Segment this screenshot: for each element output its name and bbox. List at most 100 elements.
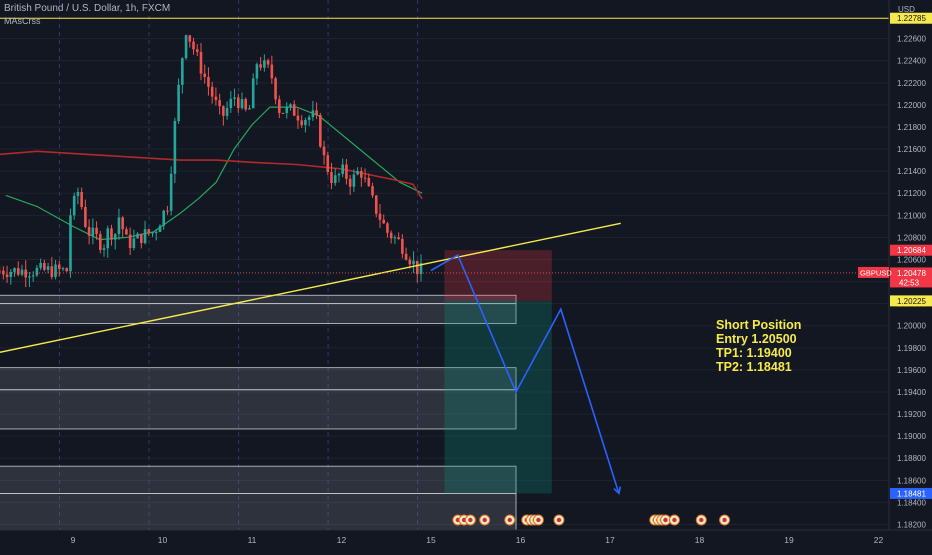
price-tick-label: 1.22000 <box>897 101 926 110</box>
candle-body <box>154 232 158 234</box>
economic-event-icon-center <box>482 517 487 523</box>
candle-body <box>173 121 177 174</box>
candle-body <box>102 248 106 250</box>
price-tick-label: 1.18400 <box>897 498 926 507</box>
candle-body <box>9 271 13 278</box>
economic-event-icon-center <box>536 517 541 523</box>
candle-body <box>397 237 400 239</box>
price-tick-label: 1.21200 <box>897 189 926 198</box>
candle-body <box>46 266 50 270</box>
candle-body <box>158 225 162 233</box>
price-tick-label: 1.18800 <box>897 454 926 463</box>
candle-body <box>307 117 311 120</box>
economic-event-icon-center <box>722 517 727 523</box>
symbol-title: British Pound / U.S. Dollar, 1h, FXCM <box>4 3 171 14</box>
candle-body <box>337 173 341 176</box>
candle-body <box>50 266 54 278</box>
candle-body <box>184 35 188 59</box>
candle-body <box>5 274 9 278</box>
price-label-text: 1.20684 <box>897 246 926 255</box>
time-tick-label: 19 <box>784 535 794 545</box>
price-tick-label: 1.19000 <box>897 432 926 441</box>
candle-body <box>177 84 180 122</box>
annotation-line-position: Short Position <box>716 318 802 332</box>
candle-body <box>348 178 352 187</box>
candle-body <box>169 173 173 211</box>
candle-body <box>210 86 214 97</box>
economic-event-icon-center <box>507 517 512 523</box>
price-label-text: 1.20478 <box>897 269 926 278</box>
candles <box>0 34 423 288</box>
zone-box[interactable] <box>0 303 517 324</box>
candle-body <box>244 99 248 110</box>
price-label-box <box>890 295 932 307</box>
ascending-trendline[interactable] <box>0 222 621 353</box>
price-tick-label: 1.22200 <box>897 79 926 88</box>
candle-body <box>401 238 404 254</box>
economic-event-icon-center <box>672 517 677 523</box>
zone-box[interactable] <box>0 367 517 391</box>
candle-body <box>199 51 203 74</box>
candle-body <box>76 191 80 196</box>
price-tick-label: 1.21600 <box>897 145 926 154</box>
candle-body <box>203 73 207 77</box>
candle-body <box>270 64 274 79</box>
zone-box[interactable] <box>0 389 517 430</box>
candle-body <box>378 213 382 220</box>
candle-body <box>412 260 415 265</box>
zone-box[interactable] <box>0 493 517 531</box>
candle-body <box>91 227 95 236</box>
price-tick-label: 1.22400 <box>897 57 926 66</box>
annotation-line-entry: Entry 1.20500 <box>716 332 797 346</box>
candle-body <box>192 41 195 50</box>
zone-box[interactable] <box>0 465 517 494</box>
candle-body <box>128 234 132 249</box>
candle-body <box>363 177 367 179</box>
candle-body <box>263 60 266 68</box>
candle-body <box>289 104 292 107</box>
candle-body <box>229 98 233 108</box>
price-label-text: 1.18481 <box>897 489 926 498</box>
economic-event-icon-center <box>468 517 473 523</box>
candle-body <box>54 264 57 278</box>
candle-body <box>277 99 281 113</box>
ma-fast-line <box>5 106 423 241</box>
candle-body <box>285 106 289 114</box>
candle-body <box>117 217 121 235</box>
candle-body <box>330 172 333 184</box>
candle-body <box>367 177 371 187</box>
candle-body <box>292 104 296 116</box>
time-tick-label: 11 <box>248 535 257 545</box>
symbol-tag-box <box>858 266 889 278</box>
candle-body <box>266 60 270 65</box>
candle-body <box>125 229 128 235</box>
candle-body <box>248 108 251 110</box>
price-tick-label: 1.20800 <box>897 233 926 242</box>
candle-body <box>140 233 143 244</box>
candle-body <box>304 119 307 126</box>
candle-body <box>57 264 61 269</box>
candle-body <box>222 106 225 116</box>
candle-body <box>393 237 397 239</box>
price-tick-label: 1.19600 <box>897 366 926 375</box>
stop-loss-area[interactable] <box>444 250 552 301</box>
candle-body <box>136 233 139 239</box>
zone-box[interactable] <box>0 294 517 305</box>
candle-body <box>69 215 72 272</box>
candle-body <box>87 226 91 236</box>
price-tick-label: 1.19200 <box>897 410 926 419</box>
candle-body <box>371 186 374 196</box>
candle-body <box>300 120 303 126</box>
candle-body <box>240 99 244 109</box>
price-label-box <box>890 487 932 499</box>
candle-body <box>218 100 221 107</box>
candle-body <box>0 270 1 272</box>
candle-body <box>35 267 39 276</box>
candle-body <box>151 232 154 234</box>
projection-path[interactable] <box>430 253 620 494</box>
candle-body <box>207 76 210 87</box>
take-profit-area[interactable] <box>444 300 552 494</box>
price-tick-label: 1.20600 <box>897 255 926 264</box>
